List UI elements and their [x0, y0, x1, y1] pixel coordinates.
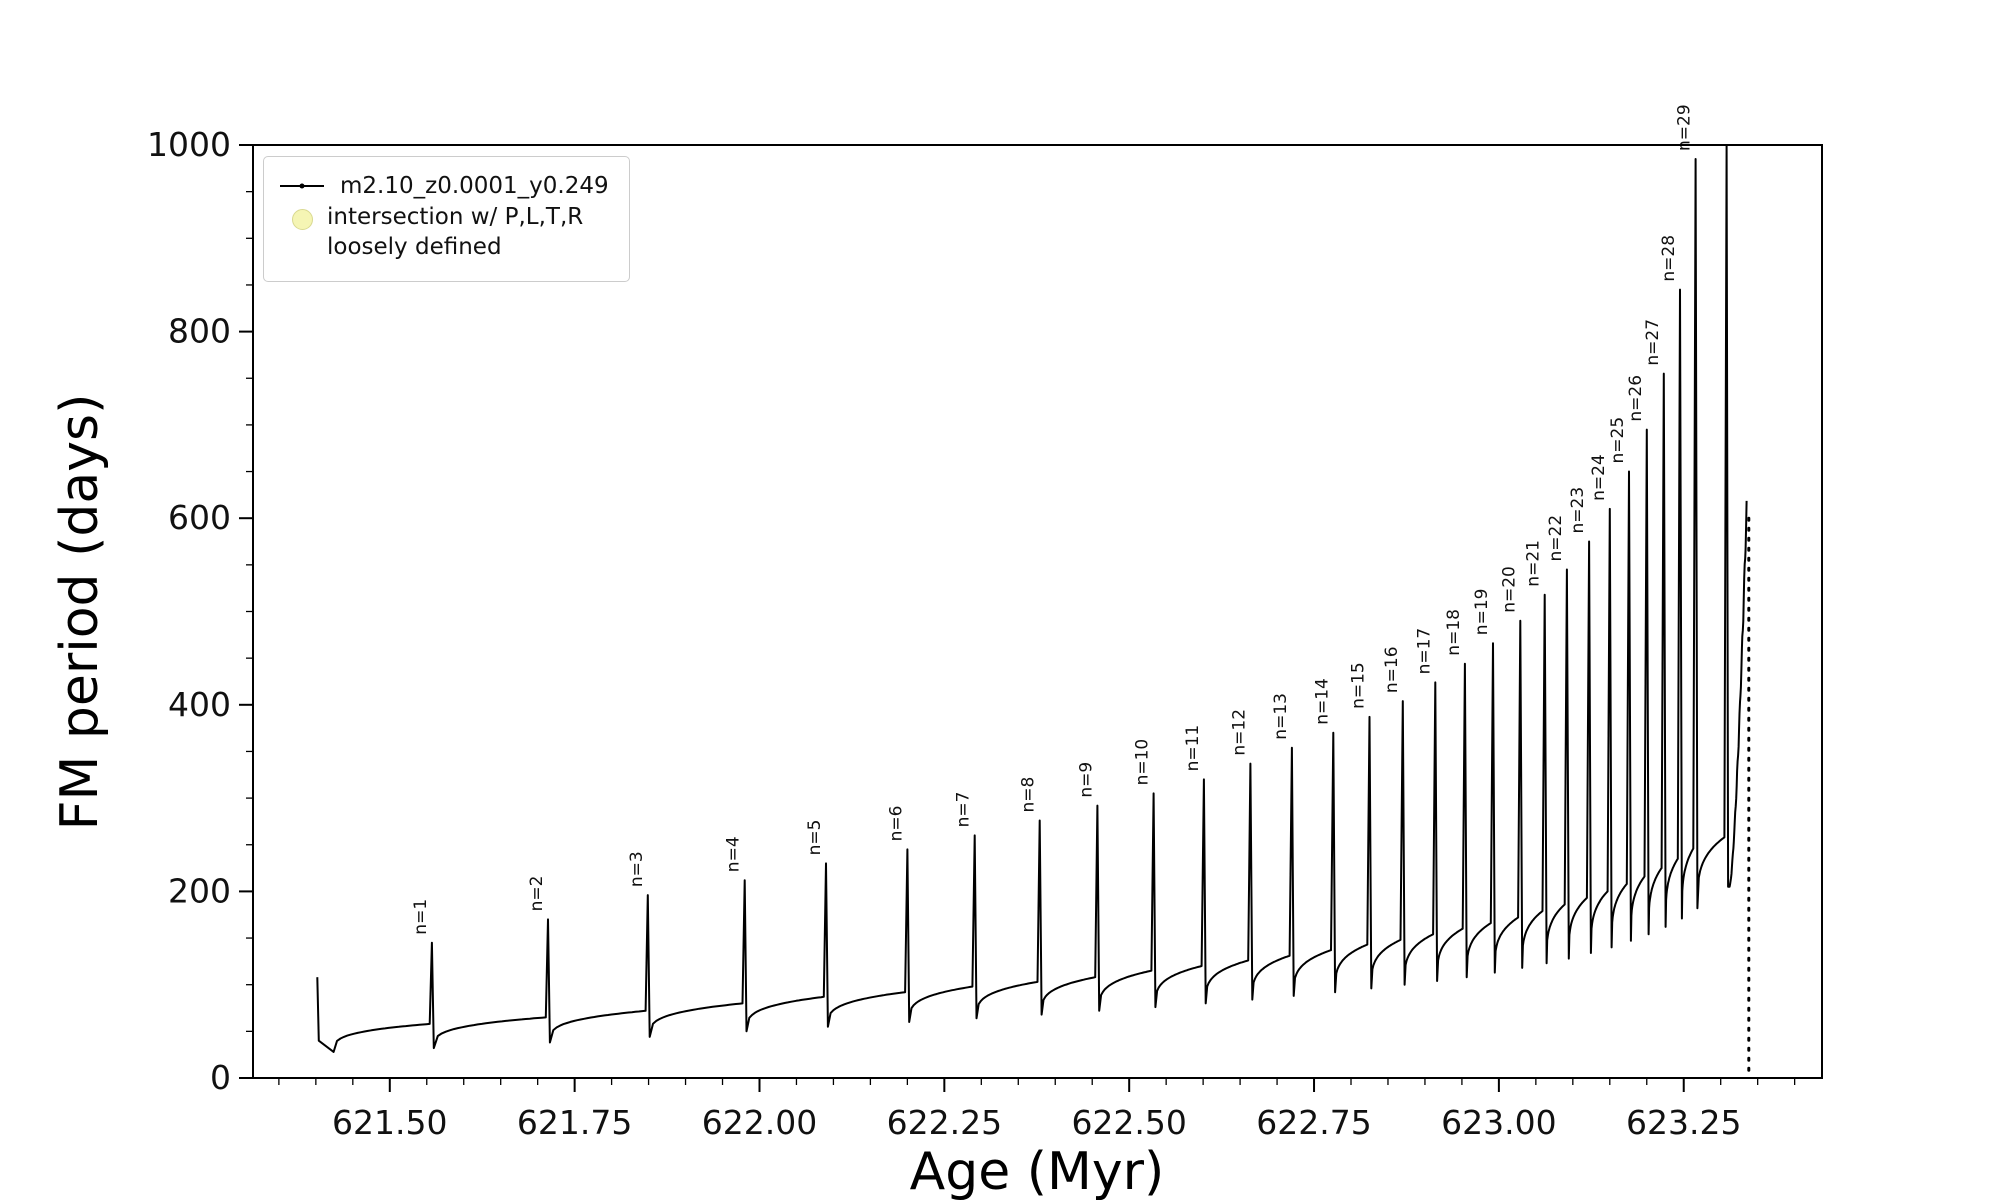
x-tick-label: 622.50: [1071, 1103, 1186, 1142]
y-tick-label: 800: [168, 312, 231, 351]
x-tick-label: 622.75: [1256, 1103, 1371, 1142]
legend: m2.10_z0.0001_y0.249 intersection w/ P,L…: [263, 156, 630, 282]
pulse-label: n=16: [1382, 646, 1402, 693]
pulse-label: n=19: [1472, 589, 1492, 636]
pulse-label: n=15: [1349, 662, 1369, 709]
pulse-label: n=20: [1499, 566, 1519, 613]
x-tick-label: 622.00: [702, 1103, 817, 1142]
x-tick-label: 622.25: [887, 1103, 1002, 1142]
axes-frame: [252, 144, 1823, 1079]
pulse-label: n=23: [1568, 487, 1588, 534]
x-tick-label: 621.50: [332, 1103, 447, 1142]
pulse-label: n=26: [1626, 375, 1646, 422]
pulse-label: n=9: [1076, 762, 1096, 798]
pulse-label: n=24: [1589, 454, 1609, 501]
pulse-label: n=2: [527, 876, 547, 912]
pulse-label: n=8: [1019, 777, 1039, 813]
y-tick-label: 600: [168, 498, 231, 537]
pulse-label: n=12: [1229, 709, 1249, 756]
data-series-line: [316, 144, 1748, 1053]
pulse-label: n=17: [1414, 628, 1434, 675]
pulse-label: n=27: [1643, 319, 1663, 366]
pulse-label: n=1: [411, 899, 431, 935]
legend-intersection-label: intersection w/ P,L,T,R loosely defined: [327, 204, 584, 260]
x-tick-label: 623.25: [1626, 1103, 1741, 1142]
pulse-label: n=14: [1312, 678, 1332, 725]
pulse-label: n=29: [1675, 104, 1695, 151]
pulse-label: n=4: [724, 836, 744, 872]
legend-series-label: m2.10_z0.0001_y0.249: [340, 173, 609, 199]
pulse-label: n=21: [1524, 540, 1544, 587]
pulse-label: n=10: [1133, 739, 1153, 786]
legend-row-intersection: intersection w/ P,L,T,R loosely defined: [278, 203, 609, 263]
x-tick-label: 621.75: [517, 1103, 632, 1142]
pulse-label: n=5: [805, 820, 825, 856]
pulse-label: n=3: [627, 851, 647, 887]
y-tick-label: 200: [168, 871, 231, 910]
intersection-marker-icon: [292, 209, 313, 230]
pulse-label: n=6: [886, 806, 906, 842]
pulse-label: n=11: [1183, 725, 1203, 772]
pulse-label: n=28: [1659, 235, 1679, 282]
pulse-label: n=25: [1608, 417, 1628, 464]
pulse-label: n=13: [1271, 693, 1291, 740]
y-tick-label: 400: [168, 685, 231, 724]
y-tick-label: 0: [210, 1058, 231, 1097]
y-tick-label: 1000: [147, 125, 231, 164]
legend-row-series: m2.10_z0.0001_y0.249: [278, 173, 609, 199]
pulse-label: n=22: [1546, 515, 1566, 562]
y-axis-label: FM period (days): [50, 393, 110, 831]
pulse-label: n=18: [1444, 609, 1464, 656]
series-line-sample-icon: [280, 183, 324, 189]
pulse-label: n=7: [954, 792, 974, 828]
x-tick-label: 623.00: [1441, 1103, 1556, 1142]
x-axis-label: Age (Myr): [909, 1142, 1165, 1200]
